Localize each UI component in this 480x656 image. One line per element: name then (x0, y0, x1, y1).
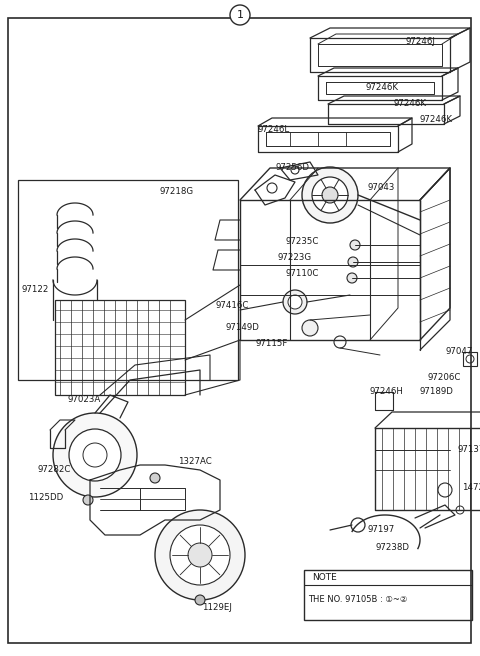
Circle shape (188, 543, 212, 567)
Circle shape (312, 177, 348, 213)
Bar (304, 570, 472, 620)
Text: 97416C: 97416C (215, 300, 248, 310)
Circle shape (322, 187, 338, 203)
Text: 1327AC: 1327AC (178, 457, 212, 466)
Text: 97223G: 97223G (278, 253, 312, 262)
Circle shape (302, 320, 318, 336)
Circle shape (350, 240, 360, 250)
Text: 97047: 97047 (445, 348, 472, 356)
Bar (55, 300, 185, 395)
Circle shape (83, 495, 93, 505)
Text: 97137D: 97137D (458, 445, 480, 455)
Text: 97149D: 97149D (225, 323, 259, 333)
Text: 97043: 97043 (368, 184, 396, 192)
Text: 97110C: 97110C (285, 270, 318, 279)
Circle shape (155, 510, 245, 600)
Text: 97206C: 97206C (427, 373, 460, 382)
Text: 97218G: 97218G (160, 188, 194, 197)
Text: 97189D: 97189D (420, 388, 454, 396)
Circle shape (69, 429, 121, 481)
Circle shape (53, 413, 137, 497)
Text: 97023A: 97023A (68, 396, 101, 405)
Text: 97235C: 97235C (285, 237, 318, 247)
Circle shape (347, 273, 357, 283)
Text: 97256D: 97256D (276, 163, 310, 173)
Text: 97246H: 97246H (370, 388, 404, 396)
Text: 97246L: 97246L (258, 125, 290, 134)
Text: 1: 1 (237, 10, 243, 20)
Circle shape (351, 518, 365, 532)
Bar (463, 352, 477, 366)
Text: 97122: 97122 (22, 285, 49, 295)
Text: THE NO. 97105B : ①~②: THE NO. 97105B : ①~② (308, 596, 408, 604)
Text: 97197: 97197 (368, 525, 395, 535)
Text: 97238D: 97238D (375, 544, 409, 552)
Text: 97246K: 97246K (420, 115, 453, 125)
Circle shape (170, 525, 230, 585)
Text: 1129EJ: 1129EJ (202, 604, 232, 613)
Text: 97282C: 97282C (38, 466, 72, 474)
Bar (18, 180, 238, 380)
Circle shape (195, 595, 205, 605)
Circle shape (230, 5, 250, 25)
Circle shape (150, 473, 160, 483)
Text: NOTE: NOTE (312, 573, 337, 583)
Text: 1125DD: 1125DD (28, 493, 63, 502)
Text: 97115F: 97115F (255, 340, 288, 348)
Circle shape (348, 257, 358, 267)
Text: 97246K: 97246K (393, 100, 426, 108)
Circle shape (302, 167, 358, 223)
Text: 97246J: 97246J (405, 37, 435, 47)
Text: 97246K: 97246K (365, 83, 398, 92)
Circle shape (283, 290, 307, 314)
Circle shape (288, 295, 302, 309)
Text: 1472AN: 1472AN (462, 483, 480, 493)
